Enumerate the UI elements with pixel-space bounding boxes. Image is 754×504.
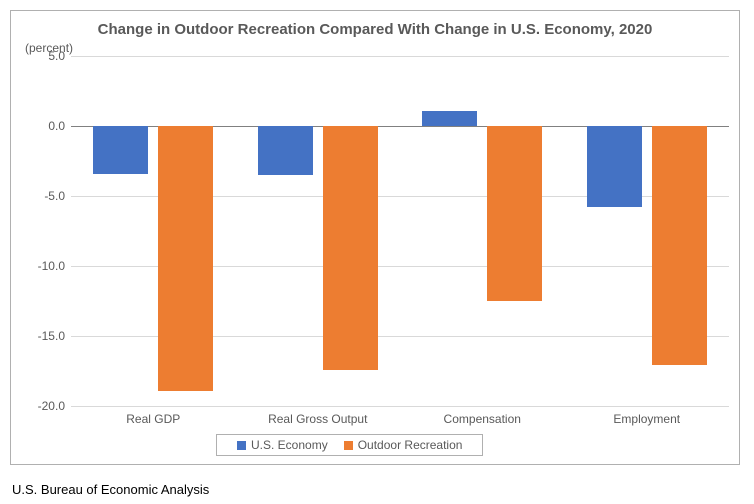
chart-frame: Change in Outdoor Recreation Compared Wi… bbox=[10, 10, 740, 465]
x-tick-label: Employment bbox=[613, 412, 680, 426]
legend-swatch bbox=[344, 441, 353, 450]
bar bbox=[258, 126, 313, 175]
gridline bbox=[71, 56, 729, 57]
bar bbox=[422, 111, 477, 126]
legend-item: Outdoor Recreation bbox=[344, 438, 463, 452]
bar bbox=[323, 126, 378, 370]
chart-title: Change in Outdoor Recreation Compared Wi… bbox=[11, 21, 739, 38]
legend: U.S. Economy Outdoor Recreation bbox=[216, 434, 483, 456]
source-attribution: U.S. Bureau of Economic Analysis bbox=[12, 482, 209, 497]
gridline bbox=[71, 406, 729, 407]
y-tick-label: -15.0 bbox=[38, 329, 71, 343]
legend-item: U.S. Economy bbox=[237, 438, 328, 452]
x-tick-label: Real GDP bbox=[126, 412, 180, 426]
y-tick-label: 5.0 bbox=[48, 49, 71, 63]
y-tick-label: -10.0 bbox=[38, 259, 71, 273]
bar bbox=[652, 126, 707, 365]
legend-swatch bbox=[237, 441, 246, 450]
bar bbox=[158, 126, 213, 391]
legend-label: U.S. Economy bbox=[251, 438, 328, 452]
x-tick-label: Real Gross Output bbox=[268, 412, 367, 426]
y-tick-label: -20.0 bbox=[38, 399, 71, 413]
plot-area: 5.00.0-5.0-10.0-15.0-20.0Real GDPReal Gr… bbox=[71, 56, 729, 406]
bar bbox=[93, 126, 148, 174]
x-tick-label: Compensation bbox=[444, 412, 521, 426]
bar bbox=[487, 126, 542, 301]
y-tick-label: 0.0 bbox=[48, 119, 71, 133]
legend-label: Outdoor Recreation bbox=[358, 438, 463, 452]
bar bbox=[587, 126, 642, 207]
y-tick-label: -5.0 bbox=[44, 189, 71, 203]
